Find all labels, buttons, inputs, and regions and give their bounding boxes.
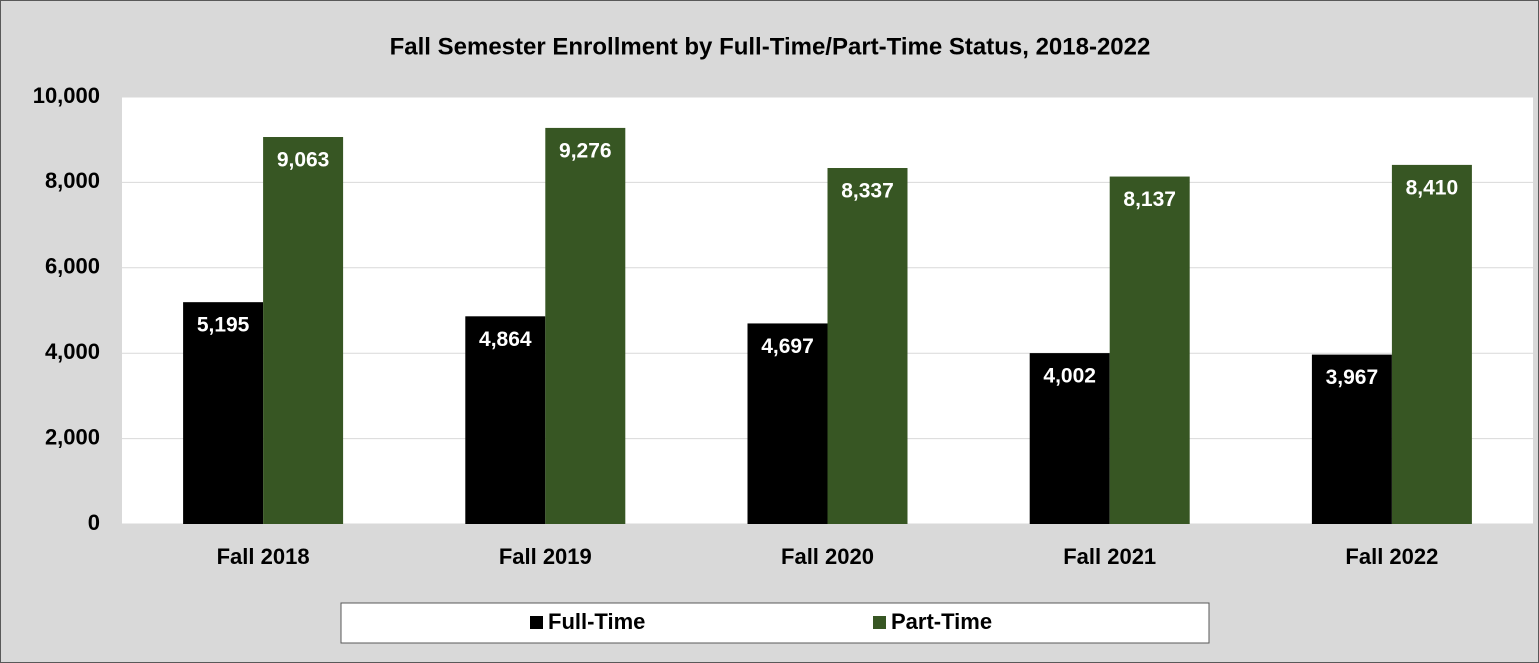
bar: [263, 137, 344, 525]
legend-label: Full-Time: [548, 609, 645, 634]
chart-title: Fall Semester Enrollment by Full-Time/Pa…: [390, 33, 1151, 60]
y-tick-label: 4,000: [45, 339, 100, 364]
data-label: 8,337: [841, 180, 894, 203]
y-tick-label: 0: [88, 510, 100, 535]
data-label: 5,195: [197, 314, 250, 337]
x-tick-label: Fall 2022: [1345, 544, 1438, 569]
x-tick-label: Fall 2020: [781, 544, 874, 569]
data-label: 4,697: [761, 335, 814, 358]
x-tick-label: Fall 2019: [499, 544, 592, 569]
x-tick-label: Fall 2018: [217, 544, 310, 569]
legend: [340, 602, 1210, 644]
y-tick-label: 10,000: [33, 83, 100, 108]
y-tick-label: 6,000: [45, 254, 100, 279]
bar: [1391, 164, 1472, 524]
y-tick-label: 2,000: [45, 424, 100, 449]
legend-label: Part-Time: [891, 609, 992, 634]
data-label: 4,864: [479, 328, 532, 351]
y-tick-label: 8,000: [45, 168, 100, 193]
bar: [183, 302, 264, 524]
data-label: 8,137: [1123, 188, 1176, 211]
bar: [1311, 354, 1392, 524]
bar: [465, 316, 546, 524]
data-label: 4,002: [1043, 365, 1096, 388]
data-label: 8,410: [1406, 176, 1459, 199]
bar: [545, 127, 626, 525]
bar: [827, 168, 908, 524]
legend-swatch: [530, 616, 543, 629]
data-label: 9,063: [277, 149, 330, 172]
bar: [1029, 353, 1110, 524]
data-label: 3,967: [1326, 366, 1379, 389]
x-tick-label: Fall 2021: [1063, 544, 1156, 569]
data-label: 9,276: [559, 139, 612, 162]
legend-swatch: [873, 616, 886, 629]
bar: [747, 323, 828, 524]
bar: [1109, 176, 1190, 524]
